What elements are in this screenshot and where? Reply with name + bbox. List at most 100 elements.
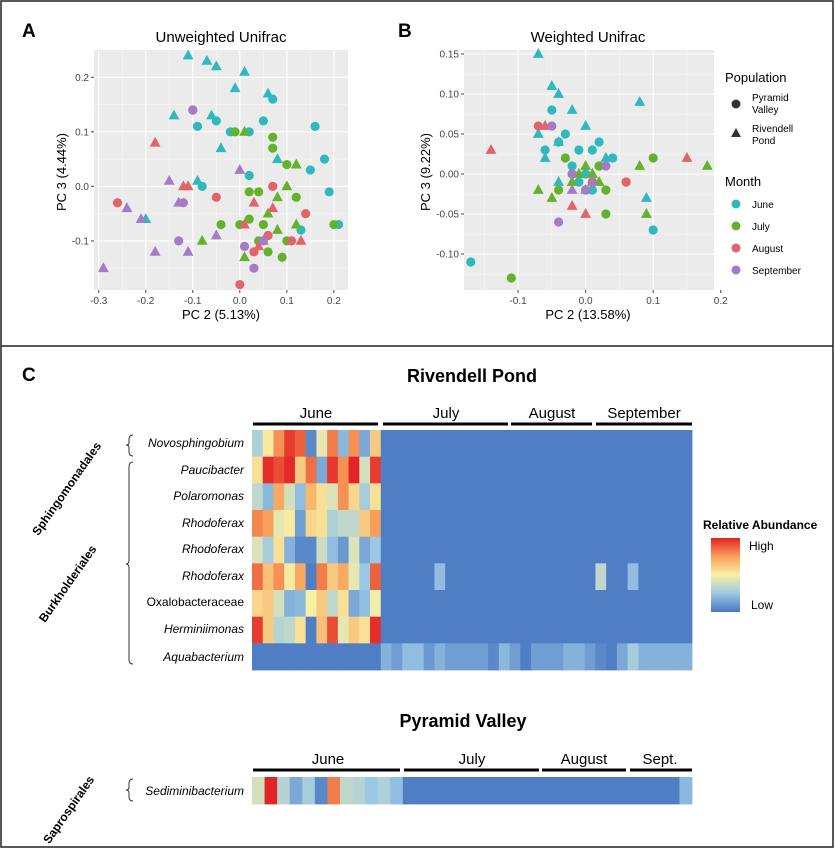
rivendell-cell	[573, 510, 586, 538]
rivendell-cell	[627, 643, 639, 671]
b-xtick-label: 0.1	[646, 296, 660, 307]
rivendell-cell	[616, 483, 629, 511]
rivendell-cell	[412, 430, 425, 458]
rivendell-cell	[412, 563, 425, 591]
b-point-july-triangle	[566, 176, 578, 186]
pyramid-cell	[478, 777, 492, 805]
panel-c-letter: C	[22, 365, 36, 386]
rivendell-cell	[380, 430, 392, 458]
rivendell-cell	[520, 616, 532, 644]
rivendell-cell	[520, 456, 532, 484]
rivendell-cell	[262, 616, 274, 644]
rivendell-cell	[531, 483, 543, 511]
brace-saprospirales	[125, 778, 134, 802]
rivendell-cell	[402, 643, 414, 671]
legend-july-swatch	[731, 221, 741, 231]
pyramid-heatmap	[252, 777, 693, 805]
legend-month-title: Month	[725, 174, 761, 189]
a-point-june-triangle	[168, 109, 180, 120]
rivendell-cell	[573, 563, 586, 591]
a-point-july-triangle	[272, 191, 283, 202]
pyramid-cell	[541, 777, 555, 805]
rivendell-cell	[531, 510, 543, 538]
rivendell-cell	[509, 590, 521, 618]
pyramid-title: Pyramid Valley	[399, 711, 526, 731]
row-label-paucibacter: Paucibacter	[181, 463, 245, 477]
rivendell-cell	[294, 616, 307, 644]
rivendell-cell	[606, 643, 618, 671]
rivendell-cell	[434, 510, 446, 538]
b-ytick-label: -0.10	[436, 250, 459, 261]
a-point-july-circle	[216, 219, 226, 230]
rivendell-cell	[370, 643, 382, 671]
rivendell-cell	[670, 456, 682, 484]
rivendell-cell	[348, 456, 360, 484]
order-saprospirales: Saprospirales	[40, 773, 97, 846]
rivendell-cell	[337, 430, 349, 458]
rivendell-cell	[327, 510, 339, 538]
a-point-september-circle	[174, 236, 184, 246]
rivendell-cell	[380, 563, 392, 591]
b-point-september-circle	[581, 185, 591, 195]
rivendell-cell	[573, 430, 586, 458]
b-point-june-triangle	[553, 176, 564, 186]
rivendell-cell	[627, 536, 639, 564]
a-xtick-label: -0.3	[90, 296, 108, 307]
rivendell-cell	[498, 616, 510, 644]
rivendell-title: Rivendell Pond	[407, 366, 537, 386]
rivendell-cell	[638, 643, 650, 671]
rivendell-cell	[606, 483, 618, 511]
panel-a-title: Unweighted Unifrac	[156, 29, 287, 46]
rivendell-cell	[616, 536, 629, 564]
rivendell-cell	[273, 456, 285, 484]
b-point-june-circle	[540, 145, 550, 155]
rivendell-cell	[552, 590, 564, 618]
b-point-june-circle	[574, 145, 584, 155]
a-point-july-triangle	[290, 158, 302, 169]
rivendell-cell	[273, 483, 285, 511]
rivendell-cell	[252, 483, 264, 511]
legend-month-august: August	[752, 244, 783, 255]
rivendell-cell	[348, 643, 360, 671]
rivendell-cell	[327, 430, 339, 458]
rivendell-cell	[273, 643, 285, 671]
rivendell-cell	[262, 483, 274, 511]
rivendell-cell	[584, 456, 596, 484]
rivendell-cell	[359, 510, 371, 538]
a-point-july-triangle	[290, 218, 302, 229]
legend-population-item-1-line2: Valley	[752, 105, 779, 116]
rivendell-cell	[595, 536, 607, 564]
rivendell-cell	[659, 510, 671, 538]
a-point-august-triangle	[253, 240, 265, 251]
a-xtick-label: -0.2	[137, 296, 155, 307]
rivendell-cell	[305, 563, 317, 591]
rivendell-cell	[380, 536, 392, 564]
rivendell-cell	[541, 510, 553, 538]
panel-a-letter: A	[22, 21, 36, 42]
rivendell-cell	[520, 430, 532, 458]
rivendell-cell	[455, 616, 468, 644]
rivendell-cell	[370, 536, 382, 564]
a-point-september-triangle	[149, 245, 161, 256]
b-point-june-triangle	[539, 152, 551, 162]
rivendell-cell	[638, 510, 650, 538]
rivendell-cell	[455, 563, 468, 591]
pyramid-cell	[516, 777, 529, 805]
a-point-june-circle	[310, 121, 320, 131]
pyramid-cell	[666, 777, 680, 805]
rivendell-cell	[284, 536, 296, 564]
rivendell-cell	[498, 456, 510, 484]
a-point-june-circle	[305, 165, 315, 175]
a-xtick-label: 0.0	[233, 296, 247, 307]
rivendell-cell	[294, 563, 307, 591]
rivendell-cell	[380, 643, 392, 671]
rivendell-cell	[595, 616, 607, 644]
a-ytick-label: -0.1	[72, 236, 90, 247]
rivendell-cell	[584, 616, 596, 644]
colorbar-high-label: High	[749, 539, 774, 553]
rivendell-cell	[659, 536, 671, 564]
rivendell-cell	[606, 510, 618, 538]
rivendell-cell	[477, 616, 489, 644]
rivendell-cell	[488, 456, 500, 484]
